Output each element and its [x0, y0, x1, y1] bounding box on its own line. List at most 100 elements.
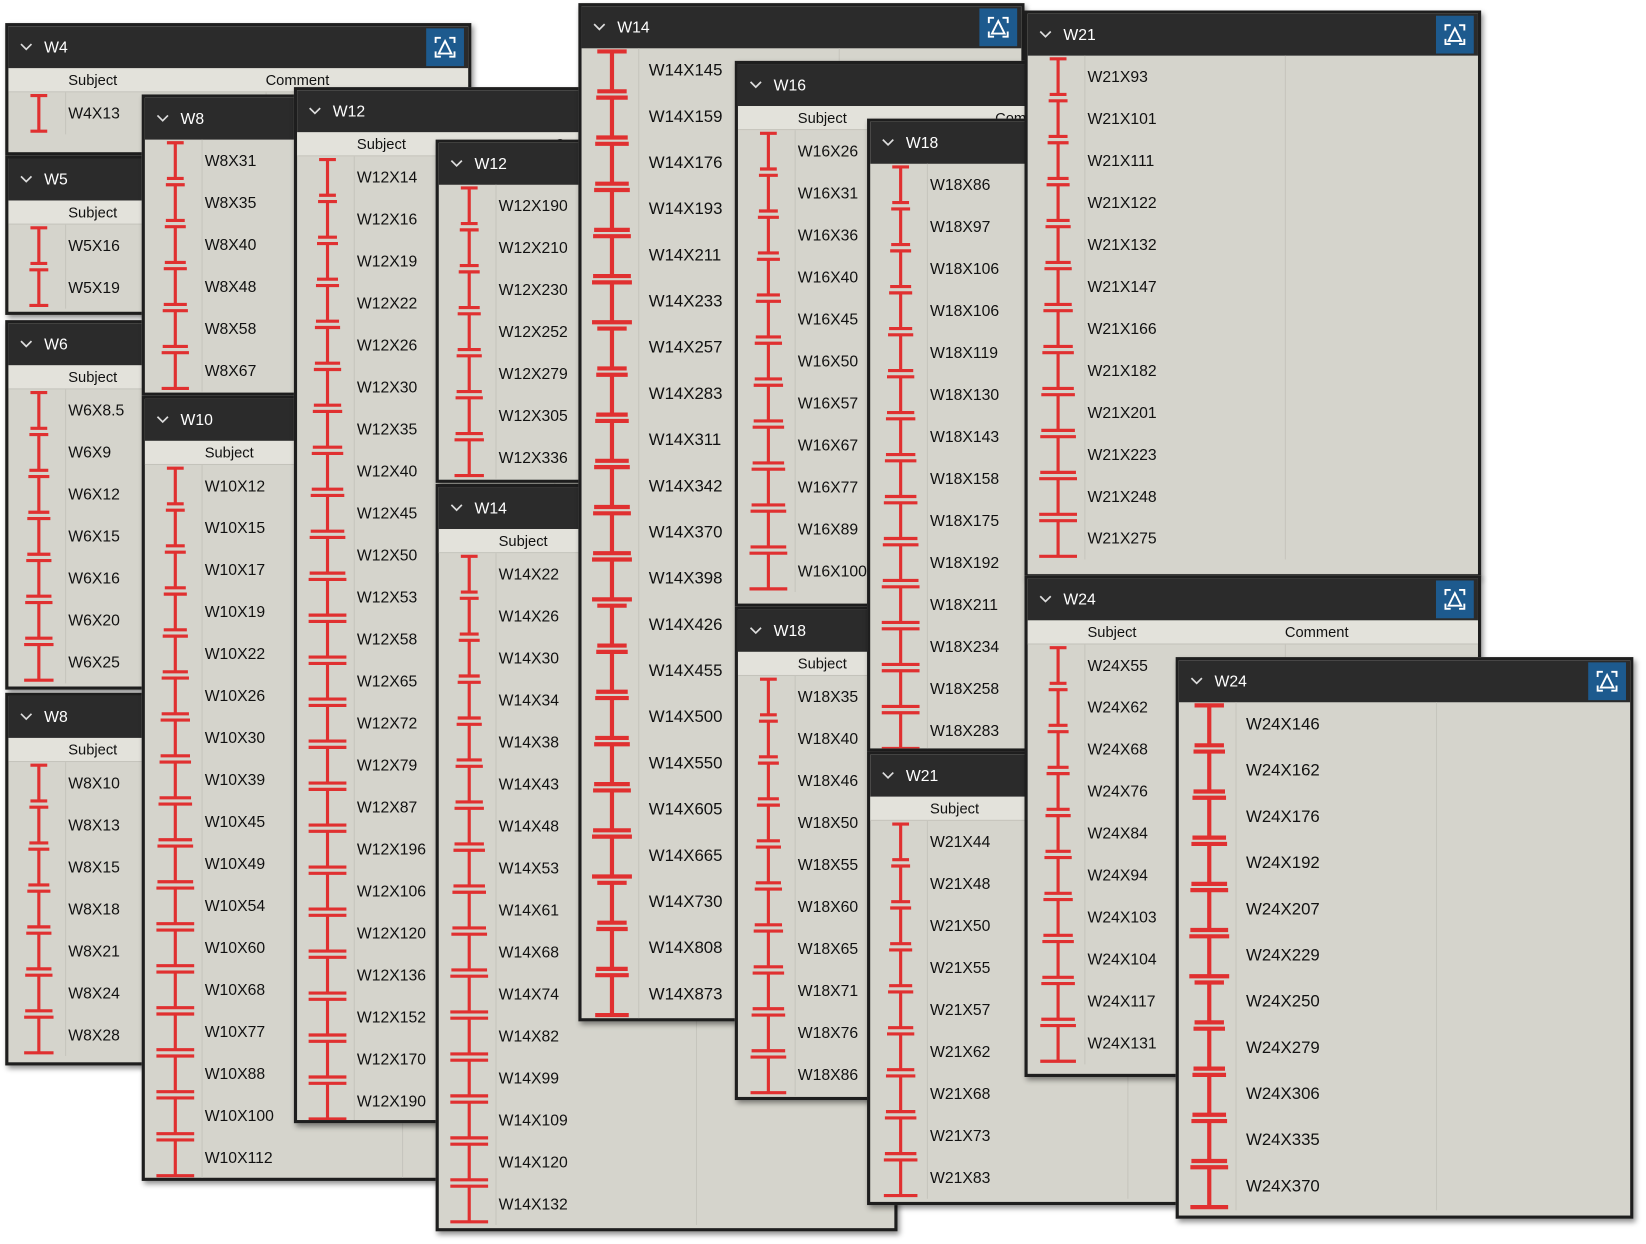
- item-label: W8X31: [204, 151, 257, 170]
- beam-icon: [755, 845, 781, 885]
- row: W14X665: [582, 833, 1022, 879]
- beam-icon: [881, 585, 920, 625]
- chevron: [20, 340, 33, 348]
- beam-icon: [753, 383, 784, 423]
- item-label: W5X16: [68, 236, 120, 255]
- row: W18X50: [738, 802, 1047, 844]
- row: W10X77: [145, 1011, 454, 1053]
- row: W16X26: [738, 130, 1047, 172]
- beam-icon: [596, 95, 628, 140]
- item-label: W6X15: [68, 527, 120, 546]
- collapse-toggle[interactable]: [8, 696, 44, 738]
- row: W21X111: [1028, 140, 1478, 182]
- item-label: W12X72: [356, 714, 418, 733]
- row: W14X605: [582, 787, 1022, 833]
- collapse-toggle[interactable]: [738, 64, 774, 106]
- beam-icon: [319, 157, 336, 197]
- item-label: W12X152: [356, 1008, 427, 1027]
- row: W12X136: [297, 954, 606, 996]
- item-label: W16X57: [797, 394, 859, 413]
- collapse-toggle[interactable]: [8, 159, 44, 201]
- collapse-toggle[interactable]: [870, 122, 906, 164]
- row: W24X84: [1028, 812, 1478, 854]
- beam-icon: [457, 312, 481, 352]
- beam-icon: [158, 802, 193, 842]
- row: W10X60: [145, 927, 454, 969]
- beam-icon: [883, 1158, 918, 1198]
- beam-icon: [597, 49, 627, 94]
- row: W14X120: [439, 1141, 895, 1183]
- row: W12X45: [297, 492, 606, 534]
- panel-title: W21: [1063, 25, 1096, 44]
- item-label: W14X82: [498, 1027, 560, 1045]
- collapse-toggle[interactable]: [145, 98, 181, 140]
- row: W18X106: [870, 290, 1179, 332]
- row: W18X143: [870, 416, 1179, 458]
- panel-title: W12: [474, 154, 507, 173]
- row: W18X211: [870, 584, 1179, 626]
- row: W24X370: [1179, 1164, 1630, 1210]
- item-label: W21X83: [930, 1168, 991, 1187]
- item-label: W14X311: [648, 431, 722, 450]
- beam-icon: [1042, 351, 1074, 390]
- column-divider: [1084, 55, 1086, 560]
- item-label: W8X18: [68, 900, 120, 918]
- expand-button[interactable]: [1435, 580, 1474, 619]
- expand-button[interactable]: [1588, 662, 1626, 701]
- beam-icon: [310, 493, 345, 533]
- collapse-toggle[interactable]: [870, 755, 906, 797]
- beam-icon: [308, 871, 347, 911]
- panel-title: W8: [180, 109, 205, 128]
- collapse-toggle[interactable]: [297, 90, 333, 132]
- chevron: [450, 504, 463, 512]
- row: W8X21: [8, 930, 317, 972]
- item-label: W12X230: [498, 280, 568, 299]
- row: W8X48: [145, 266, 454, 308]
- item-label: W12X14: [356, 168, 418, 187]
- collapse-toggle[interactable]: [439, 143, 475, 185]
- beam-icon: [313, 367, 342, 407]
- item-label: W12X30: [356, 378, 418, 397]
- row: W6X12: [8, 473, 317, 515]
- beam-icon: [1048, 688, 1068, 727]
- collapse-toggle[interactable]: [145, 399, 181, 441]
- collapse-toggle[interactable]: [8, 323, 44, 365]
- beam-icon: [755, 299, 781, 339]
- item-label: W14X43: [498, 775, 560, 794]
- item-label: W24X335: [1245, 1131, 1320, 1150]
- item-label: W8X10: [68, 774, 120, 792]
- collapse-toggle[interactable]: [1028, 578, 1064, 620]
- collapse-toggle[interactable]: [582, 6, 618, 48]
- column-divider: [353, 156, 355, 1121]
- collapse-toggle[interactable]: [738, 610, 774, 652]
- row: W12X279: [439, 353, 748, 395]
- collapse-toggle[interactable]: [439, 487, 475, 529]
- item-label: W14X193: [648, 200, 723, 219]
- chevron: [593, 23, 606, 31]
- beam-icon: [1192, 795, 1227, 840]
- beam-icon: [752, 425, 785, 465]
- beam-icon: [1194, 980, 1224, 1025]
- collapse-toggle[interactable]: [8, 26, 44, 68]
- item-label: W12X252: [498, 322, 568, 341]
- item-label: W18X86: [797, 1065, 859, 1084]
- item-label: W16X50: [797, 352, 859, 371]
- row: W14X109: [439, 1099, 895, 1141]
- item-label: W8X24: [68, 984, 120, 1002]
- item-label: W18X50: [797, 814, 859, 832]
- expand-button[interactable]: [1435, 15, 1474, 54]
- row: W12X50: [297, 534, 606, 576]
- beam-icon: [1193, 749, 1225, 794]
- beam-icon: [453, 848, 485, 888]
- beam-icon: [311, 451, 344, 491]
- rows: W16X26 W16X31 W16X36 W16X40 W16X45 W16X50 W16X…: [738, 130, 1047, 593]
- expand-button[interactable]: [426, 28, 464, 67]
- beam-icon: [450, 1142, 489, 1182]
- beam-icon: [29, 268, 49, 308]
- item-label: W14X109: [498, 1111, 568, 1129]
- beam-icon: [450, 1016, 489, 1056]
- collapse-toggle[interactable]: [1028, 14, 1064, 56]
- collapse-toggle[interactable]: [1179, 660, 1215, 702]
- expand-button[interactable]: [979, 8, 1018, 47]
- item-label: W21X223: [1087, 445, 1157, 464]
